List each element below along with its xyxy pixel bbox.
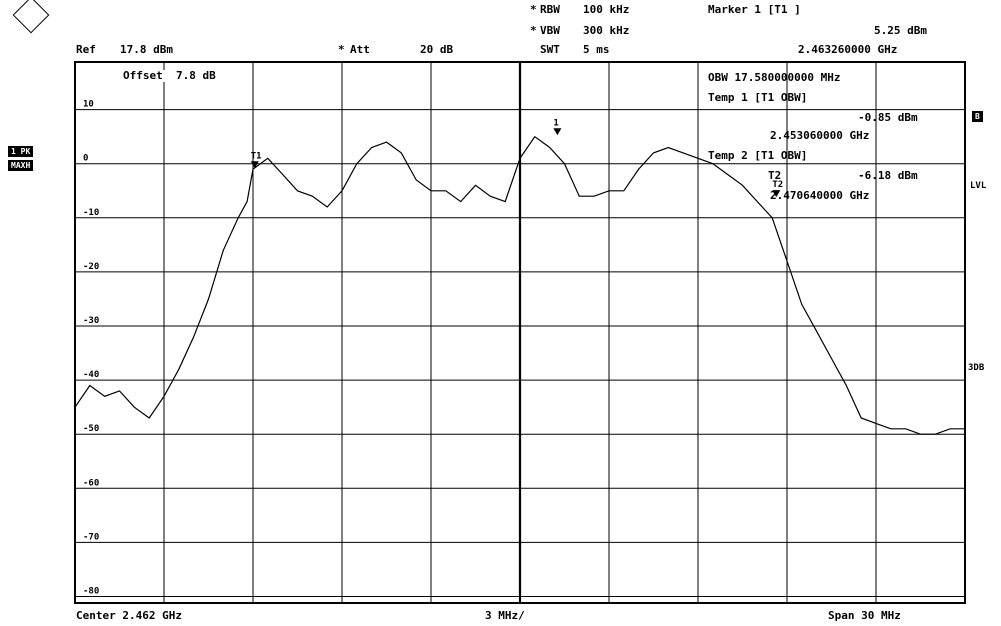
center-frequency: Center 2.462 GHz <box>76 609 182 622</box>
y-tick-label: -20 <box>83 262 99 272</box>
temp2-title: Temp 2 [T1 OBW] <box>708 149 808 162</box>
lvl-label: LVL <box>970 181 987 191</box>
swt-value: 5 ms <box>583 43 610 56</box>
temp2-level: -6.18 dBm <box>858 169 918 182</box>
spectrum-trace <box>74 135 965 435</box>
y-tick-label: -40 <box>83 370 99 380</box>
marker-triangle <box>772 190 781 198</box>
trace-detector-badge: 1 PK <box>8 146 34 157</box>
y-tick-label: -70 <box>83 532 99 542</box>
vbw-value: 300 kHz <box>583 24 630 37</box>
offset-label: Offset 7.8 dB <box>123 69 216 82</box>
att-star: * <box>338 43 345 56</box>
y-tick-labels: 10 0 -10 -20 -30 -40 -50 -60 -70 -80 <box>83 100 99 597</box>
division-label: 3 MHz/ <box>485 609 525 622</box>
y-tick-label: -80 <box>83 587 99 597</box>
marker-label: T2 <box>772 180 783 190</box>
y-tick-label: -60 <box>83 478 99 488</box>
temp1-level: -0.85 dBm <box>858 111 918 124</box>
swt-label: SWT <box>540 43 560 56</box>
marker-freq: 2.463260000 GHz <box>798 43 898 56</box>
y-tick-label: -30 <box>83 316 99 326</box>
temp2-prefix: T2 <box>768 169 782 182</box>
marker-label: 1 <box>553 118 558 128</box>
rbw-value: 100 kHz <box>583 3 630 16</box>
three-db-label: 3DB <box>968 363 985 373</box>
marker-triangle <box>250 161 259 169</box>
marker-title: Marker 1 [T1 ] <box>708 3 801 16</box>
y-tick-label: 0 <box>83 154 88 164</box>
rbw-label: RBW <box>540 3 560 16</box>
obw-value: OBW 17.580000000 MHz <box>708 71 841 84</box>
markers: 1 T1 T2 <box>250 118 783 198</box>
span-label: Span 30 MHz <box>828 609 901 622</box>
temp1-freq: 2.453060000 GHz <box>770 129 870 142</box>
vbw-star: * <box>530 24 537 37</box>
temp2-freq: 2.470640000 GHz <box>770 189 870 202</box>
y-tick-label: -10 <box>83 208 99 218</box>
rbw-star: * <box>530 3 537 16</box>
y-tick-label: 10 <box>83 100 94 110</box>
temp1-title: Temp 1 [T1 OBW] <box>708 91 808 104</box>
att-label: Att <box>350 43 370 56</box>
ref-label: Ref <box>76 43 96 56</box>
trace-b-badge: B <box>972 111 983 122</box>
marker-level: 5.25 dBm <box>874 24 927 37</box>
vbw-label: VBW <box>540 24 560 37</box>
trace-mode-badge: MAXH <box>8 160 34 171</box>
att-value: 20 dB <box>420 43 454 56</box>
marker-label: T1 <box>251 151 262 161</box>
marker-triangle <box>553 128 562 136</box>
grid <box>74 61 966 604</box>
y-tick-label: -50 <box>83 424 99 434</box>
ref-value: 17.8 dBm <box>120 43 173 56</box>
